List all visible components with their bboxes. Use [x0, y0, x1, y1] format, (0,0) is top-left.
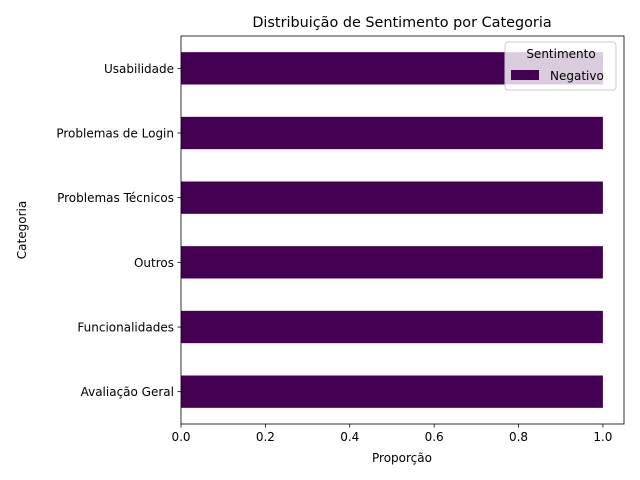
y-tick-label: Outros: [134, 256, 174, 270]
plot-frame: [180, 35, 625, 425]
x-tick-label: 0.2: [256, 430, 275, 444]
x-axis-label: Proporção: [372, 451, 432, 465]
y-tick-label: Problemas de Login: [56, 127, 174, 141]
bar-funcionalidades-negativo: [181, 310, 603, 344]
bar-avaliacao-geral-negativo: [181, 375, 603, 408]
y-tick-label: Avaliação Geral: [81, 385, 174, 399]
legend-swatch-negativo: [511, 70, 539, 80]
x-axis-ticks: 0.0 0.2 0.4 0.6 0.8 1.0: [171, 424, 612, 444]
legend-title: Sentimento: [526, 47, 595, 61]
y-tick-label: Problemas Técnicos: [57, 191, 174, 205]
x-tick-label: 0.4: [340, 430, 359, 444]
y-tick-label: Usabilidade: [104, 62, 174, 76]
y-axis-label: Categoria: [15, 201, 29, 259]
y-tick-label: Funcionalidades: [77, 321, 174, 335]
legend: Sentimento Negativo: [504, 41, 617, 91]
legend-label-negativo: Negativo: [550, 69, 604, 83]
y-axis-ticks: Avaliação Geral Funcionalidades Outros Prob…: [56, 62, 181, 399]
x-tick-label: 1.0: [593, 430, 612, 444]
bar-problemas-de-login-negativo: [181, 116, 603, 150]
bar-outros-negativo: [181, 246, 603, 279]
x-tick-label: 0.6: [425, 430, 444, 444]
x-tick-label: 0.8: [509, 430, 528, 444]
bar-problemas-tecnicos-negativo: [181, 181, 603, 214]
bars-layer: [181, 52, 603, 408]
chart-title: Distribuição de Sentimento por Categoria: [252, 15, 551, 31]
x-tick-label: 0.0: [171, 430, 190, 444]
